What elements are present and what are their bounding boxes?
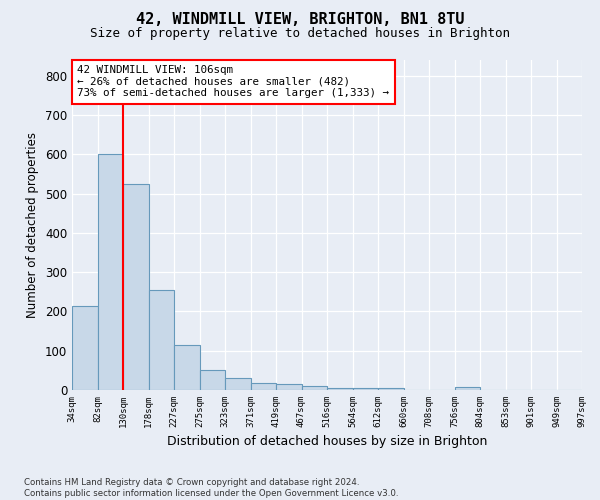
Bar bbox=[455, 387, 480, 390]
Bar bbox=[378, 388, 404, 390]
Bar bbox=[174, 345, 199, 390]
Text: 42, WINDMILL VIEW, BRIGHTON, BN1 8TU: 42, WINDMILL VIEW, BRIGHTON, BN1 8TU bbox=[136, 12, 464, 28]
Y-axis label: Number of detached properties: Number of detached properties bbox=[26, 132, 40, 318]
X-axis label: Distribution of detached houses by size in Brighton: Distribution of detached houses by size … bbox=[167, 436, 487, 448]
Text: Size of property relative to detached houses in Brighton: Size of property relative to detached ho… bbox=[90, 28, 510, 40]
Text: Contains HM Land Registry data © Crown copyright and database right 2024.
Contai: Contains HM Land Registry data © Crown c… bbox=[24, 478, 398, 498]
Bar bbox=[97, 154, 123, 390]
Bar bbox=[199, 370, 225, 390]
Bar bbox=[302, 386, 327, 390]
Bar bbox=[353, 388, 378, 390]
Text: 42 WINDMILL VIEW: 106sqm
← 26% of detached houses are smaller (482)
73% of semi-: 42 WINDMILL VIEW: 106sqm ← 26% of detach… bbox=[77, 65, 389, 98]
Bar bbox=[327, 388, 353, 390]
Bar bbox=[72, 306, 97, 390]
Bar bbox=[276, 384, 302, 390]
Bar bbox=[251, 383, 276, 390]
Bar bbox=[225, 378, 251, 390]
Bar bbox=[149, 290, 174, 390]
Bar bbox=[123, 184, 149, 390]
